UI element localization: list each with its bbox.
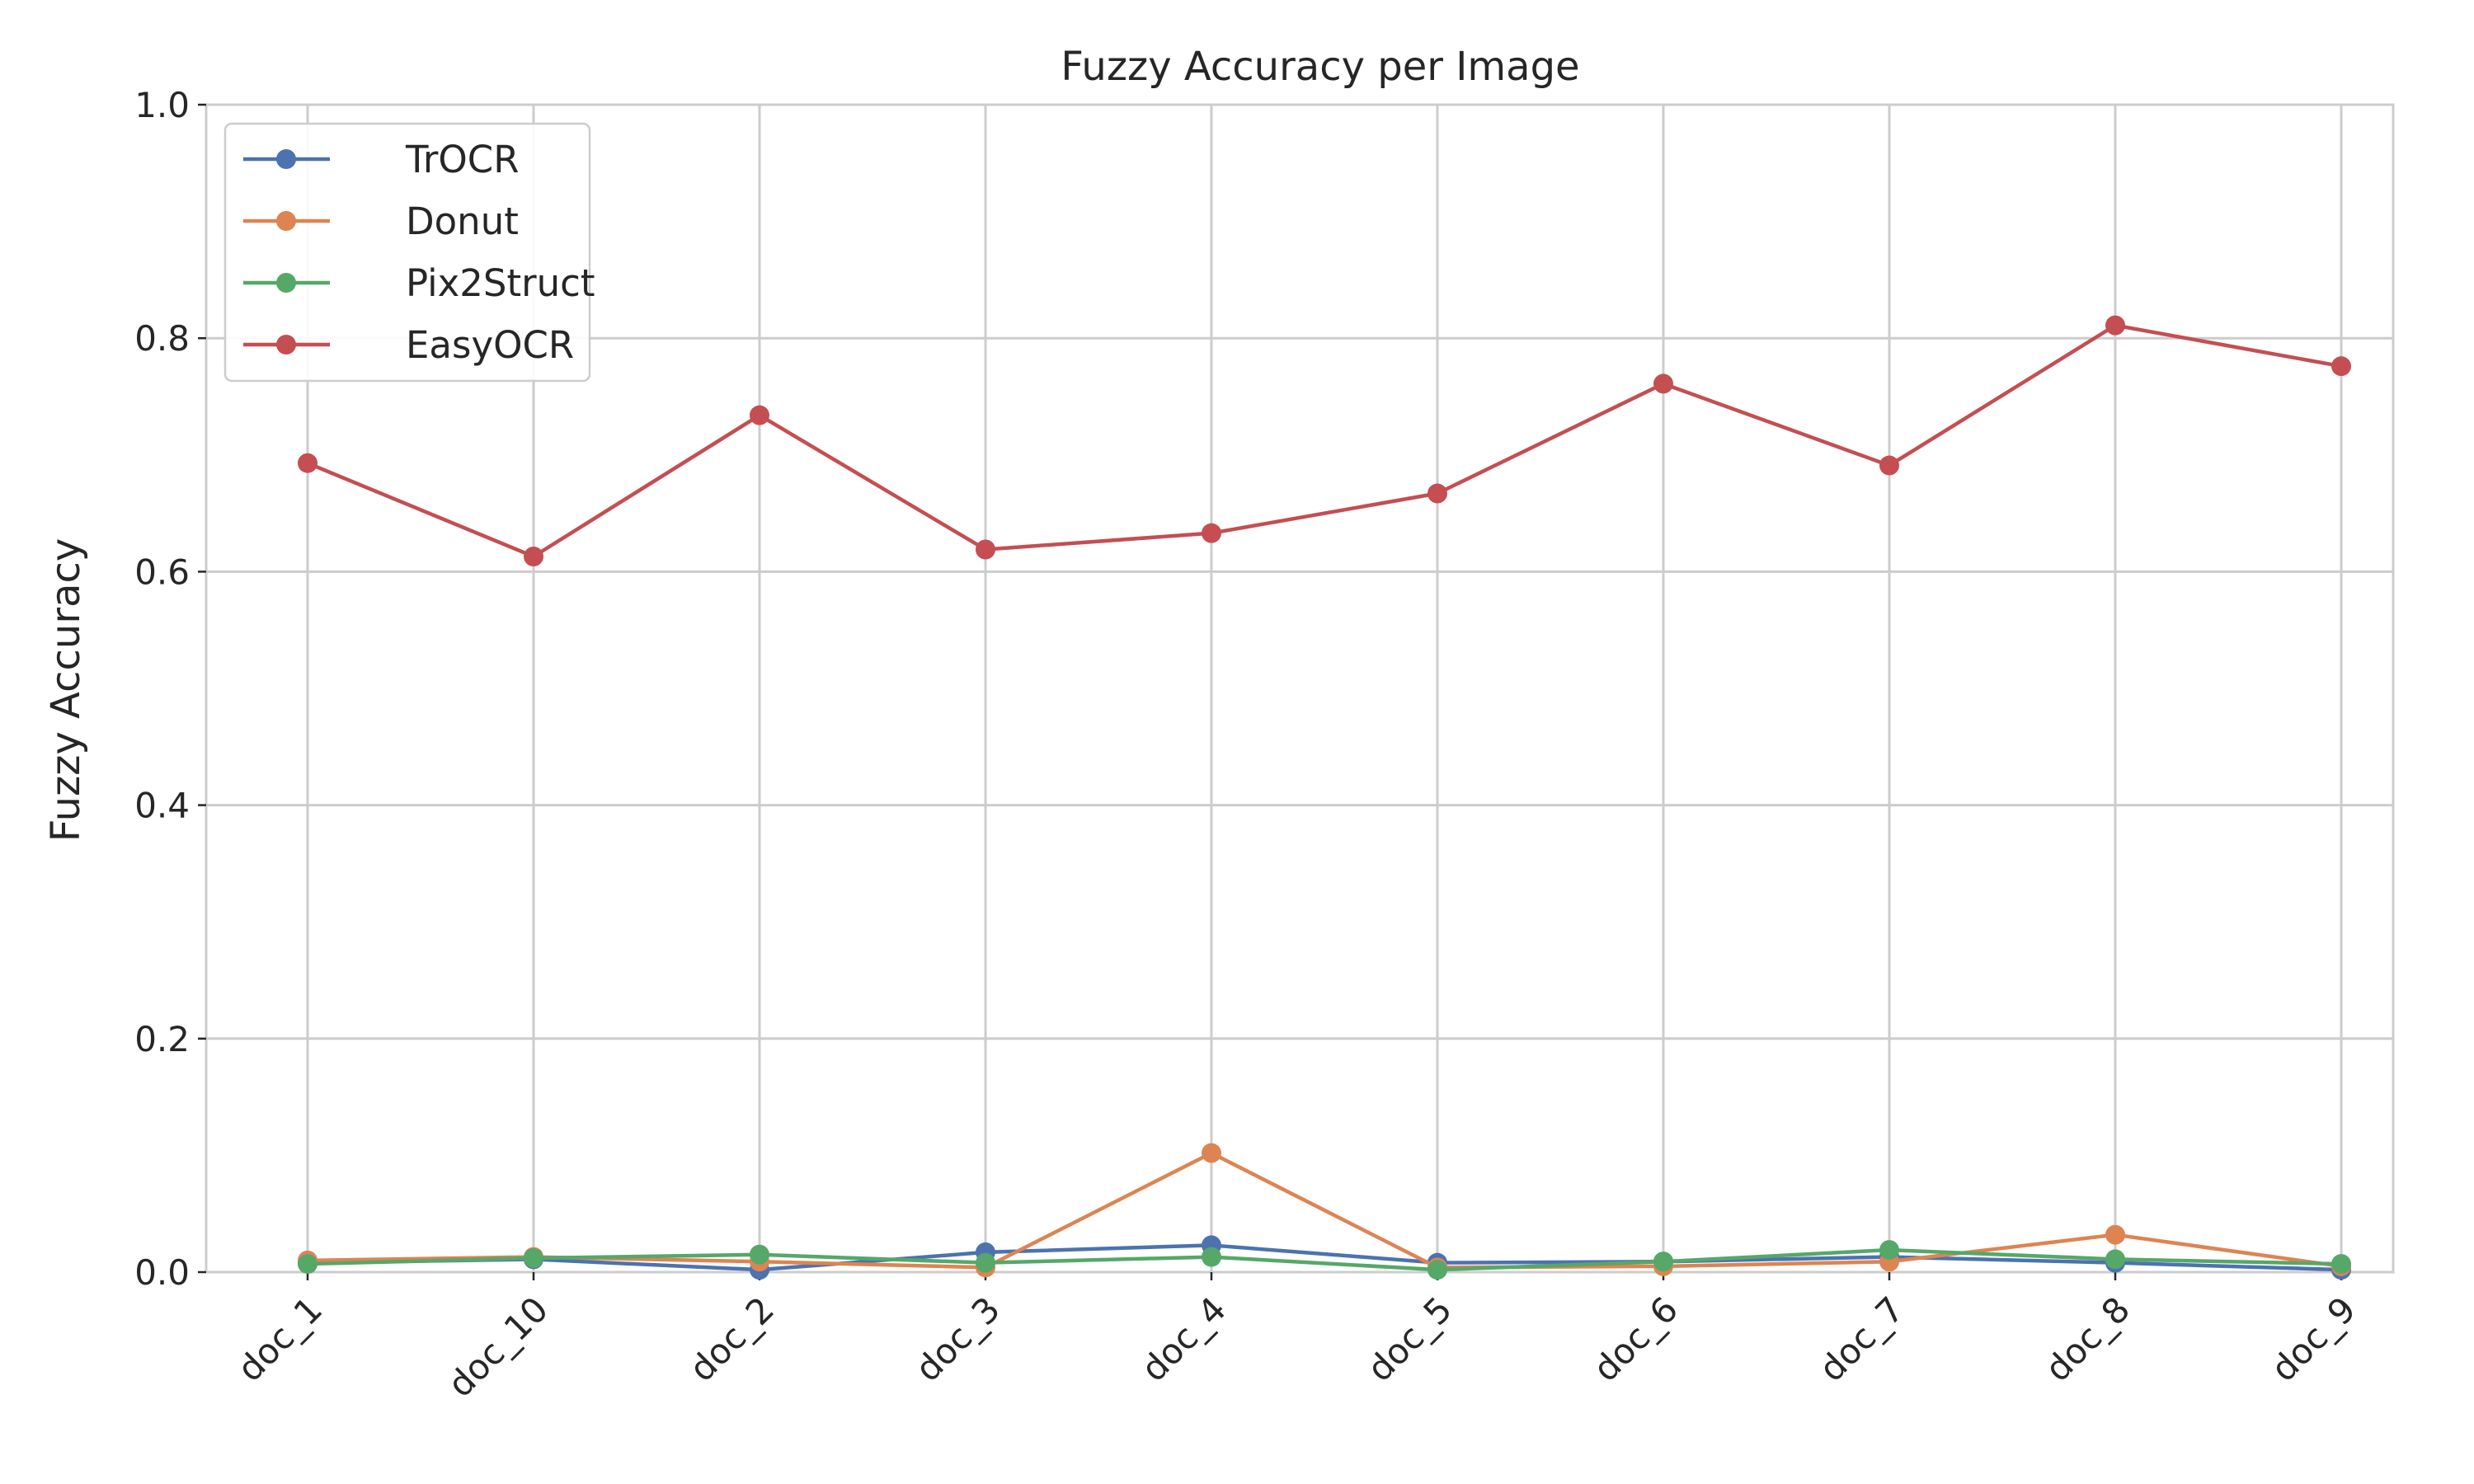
y-tick-label: 0.6 [134,552,190,592]
y-tick-label: 0.4 [134,786,190,826]
data-point-donut [2105,1224,2125,1245]
x-tick-label: doc_4 [1133,1289,1234,1389]
data-point-pix2struct [2331,1254,2351,1275]
data-point-pix2struct [298,1254,317,1275]
legend: TrOCR Donut Pix2Struct EasyOCR [223,122,595,383]
x-tick-label: doc_10 [440,1289,556,1405]
data-point-easyocr [298,453,317,473]
series-line-pix2struct [307,1247,2342,1272]
data-point-easyocr [524,546,543,566]
series-lines [298,315,2351,1280]
x-tick-label: doc_9 [2263,1289,2363,1389]
data-point-pix2struct [1879,1240,1899,1261]
x-tick-label: doc_1 [229,1289,330,1389]
x-tick-label: doc_7 [1811,1289,1912,1389]
series-line-trocr [307,1243,2342,1272]
data-point-easyocr [750,405,769,425]
legend-label-easyocr: EasyOCR [406,323,574,367]
plot-frame [205,103,2395,1274]
y-tick-label: 1.0 [134,85,190,125]
legend-label-donut: Donut [406,200,519,243]
data-point-easyocr [1202,523,1221,543]
x-tick-label: doc_6 [1585,1289,1686,1389]
chart-title: Fuzzy Accuracy per Image [1061,44,1579,90]
series-pix2struct [298,1240,2351,1280]
legend-marker-pix2struct [276,273,296,293]
series-line-easyocr [307,323,2342,559]
y-tick-label: 0.2 [134,1019,190,1059]
data-point-pix2struct [1653,1252,1673,1272]
data-point-easyocr [2105,315,2125,336]
x-tick-label: doc_3 [907,1289,1008,1389]
legend-label-pix2struct: Pix2Struct [406,261,595,305]
series-line-donut [307,1151,2342,1270]
data-point-pix2struct [1427,1260,1447,1280]
data-point-pix2struct [750,1244,769,1265]
x-tick-label: doc_2 [681,1289,782,1389]
data-point-pix2struct [976,1252,995,1273]
data-point-donut [1202,1143,1221,1163]
y-tick-label: 0.8 [134,318,190,359]
x-tick-label: doc_8 [2037,1289,2138,1389]
data-point-pix2struct [1202,1247,1221,1267]
data-point-pix2struct [2105,1249,2125,1270]
series-easyocr [298,315,2351,566]
data-point-easyocr [976,539,995,560]
data-point-pix2struct [524,1248,543,1269]
legend-marker-easyocr [276,335,296,355]
x-tick-label: doc_5 [1359,1289,1460,1389]
legend-marker-trocr [276,149,296,169]
data-point-easyocr [2331,356,2351,377]
data-point-easyocr [1653,373,1673,394]
data-point-easyocr [1879,455,1899,476]
y-axis-label: Fuzzy Accuracy [43,538,89,843]
data-point-easyocr [1427,483,1447,504]
legend-marker-donut [276,211,296,231]
legend-box [223,122,591,383]
legend-label-trocr: TrOCR [405,138,519,181]
y-tick-label: 0.0 [134,1252,190,1293]
